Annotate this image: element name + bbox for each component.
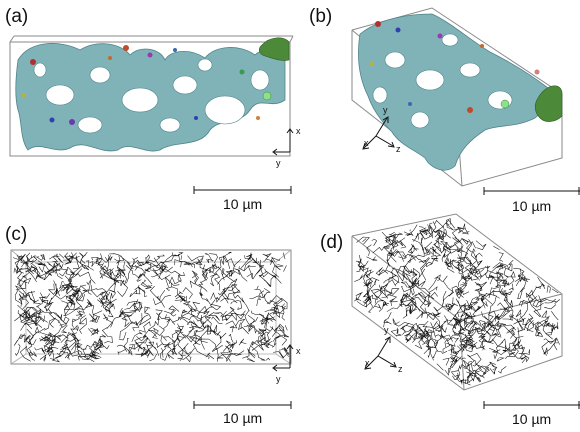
scalebar-label-d: 10 µm bbox=[512, 411, 552, 427]
network-strands bbox=[354, 218, 560, 386]
panel-c-axis-y-label: y bbox=[276, 374, 281, 384]
panel-d-skeleton-network bbox=[354, 218, 560, 386]
panel-a-axis-triad bbox=[272, 128, 294, 156]
panel-c-axis-x-label: x bbox=[296, 346, 301, 356]
scalebar-label-a: 10 µm bbox=[223, 196, 263, 212]
panel-a-render: x y bbox=[9, 35, 301, 194]
panel-a-scalebar bbox=[193, 186, 292, 194]
panel-a-axis-x-label: x bbox=[296, 126, 301, 136]
panel-b-axis-x-label: x bbox=[364, 138, 369, 148]
panel-c-bounding-box bbox=[10, 249, 292, 365]
panel-a-axis-y-label: y bbox=[276, 158, 281, 168]
panel-label-a: (a) bbox=[5, 6, 29, 27]
panel-a-voids bbox=[33, 58, 270, 134]
panel-a-green-particle bbox=[259, 37, 290, 61]
panel-b-pore-network bbox=[358, 13, 550, 171]
panel-label-c: (c) bbox=[5, 224, 28, 245]
panel-label-d: (d) bbox=[320, 232, 344, 253]
scalebar-label-c: 10 µm bbox=[223, 410, 263, 426]
panel-d-axis-z-label: z bbox=[398, 364, 403, 374]
panel-c-scalebar bbox=[193, 401, 292, 409]
scalebar-label-b: 10 µm bbox=[512, 198, 552, 214]
panel-c-skeleton-network bbox=[13, 251, 289, 363]
panel-a-particles bbox=[22, 45, 272, 125]
panel-a-bounding-box bbox=[9, 41, 291, 157]
panel-label-b: (b) bbox=[309, 6, 333, 27]
panel-b-axis-triad bbox=[362, 116, 395, 150]
panel-b-scalebar bbox=[483, 187, 580, 195]
panel-b-voids bbox=[372, 33, 513, 129]
panel-d-scalebar bbox=[483, 401, 580, 409]
panel-b-render: y x z bbox=[351, 7, 580, 195]
panel-c-render: x y bbox=[10, 249, 301, 409]
panel-b-particles bbox=[370, 21, 540, 113]
panel-d-axis-x-label: x bbox=[365, 358, 370, 368]
panel-d-axis-triad bbox=[364, 336, 397, 370]
panel-d-render: y x z bbox=[351, 213, 580, 409]
panel-b-axis-y-label: y bbox=[383, 105, 388, 115]
panel-b-green-particle bbox=[534, 85, 563, 122]
panel-b-axis-z-label: z bbox=[396, 144, 401, 154]
network-strands bbox=[13, 251, 289, 363]
panel-c-axis-triad bbox=[272, 344, 294, 372]
panel-d-axis-y-label: y bbox=[384, 325, 389, 335]
